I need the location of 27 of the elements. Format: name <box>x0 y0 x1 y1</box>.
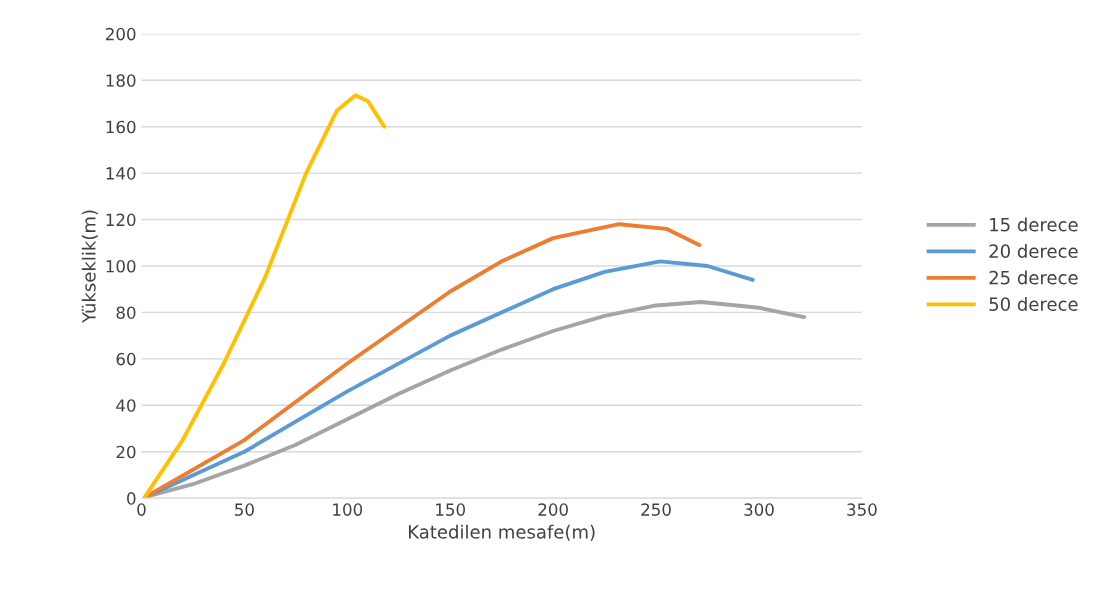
x-tick-label: 50 <box>235 503 254 516</box>
y-tick-label: 140 <box>106 167 136 180</box>
x-tick-label: 150 <box>436 503 466 516</box>
y-tick-label: 60 <box>116 352 136 366</box>
legend-label: 25 derece <box>989 270 1078 285</box>
x-tick-label: 300 <box>744 503 774 516</box>
y-axis-title: Yükseklik(m) <box>81 210 98 324</box>
legend-label: 20 derece <box>989 244 1078 258</box>
y-tick-label: 40 <box>116 399 136 412</box>
y-tick-label: 120 <box>106 213 136 227</box>
x-axis-title: Katedilen mesafe(m) <box>409 524 595 541</box>
y-tick-label: 0 <box>127 492 136 505</box>
y-tick-label: 80 <box>116 306 136 319</box>
x-tick-label: 200 <box>538 503 568 516</box>
y-tick-label: 100 <box>106 259 136 273</box>
y-tick-label: 160 <box>106 120 136 134</box>
x-tick-label: 350 <box>847 503 877 516</box>
y-tick-label: 200 <box>105 27 136 41</box>
line-series <box>143 93 387 498</box>
legend-label: 50 derece <box>989 297 1078 311</box>
x-tick-label: 100 <box>333 503 363 516</box>
x-tick-label: 250 <box>641 503 671 516</box>
x-tick-label: 0 <box>137 503 146 516</box>
line-series <box>143 222 702 499</box>
legend-label: 15 derece <box>990 217 1078 232</box>
y-tick-label: 20 <box>116 445 136 459</box>
y-tick-label: 180 <box>106 74 136 87</box>
